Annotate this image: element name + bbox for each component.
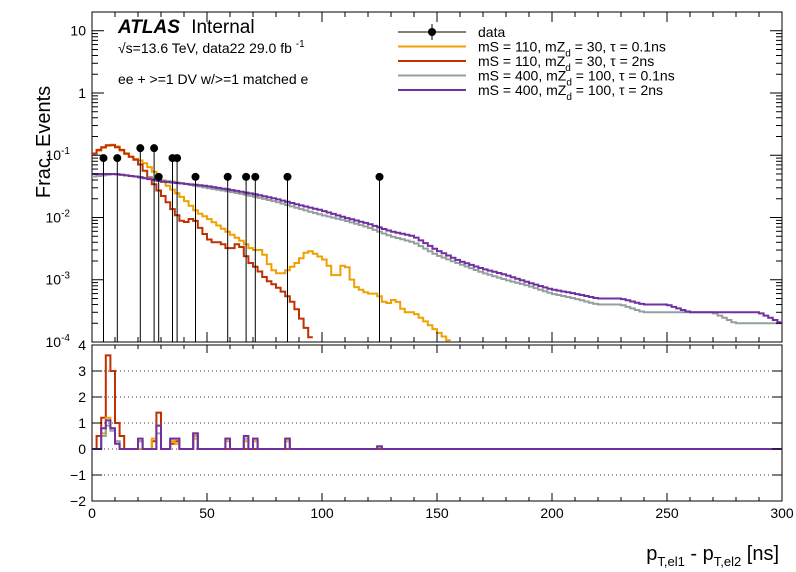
data-point (99, 154, 108, 163)
energy-label-sup: -1 (296, 39, 305, 50)
legend-entry-2: mS = 400, mZd = 100, τ = 0.1ns (398, 68, 675, 89)
data-point (173, 154, 182, 163)
energy-label: √s=13.6 TeV, data22 29.0 fb (118, 40, 292, 56)
y-tick-label-base: 10 (46, 334, 62, 350)
y-tick-label: 10-3 (46, 271, 71, 288)
y-tick-label-exp: -1 (61, 146, 70, 157)
y-tick-label-base: 10 (46, 272, 62, 288)
x-axis-title: pT,el1 - pT,el2 [ns] (646, 543, 779, 569)
legend-label-2: mS = 400, mZd = 100, τ = 0.1ns (478, 68, 675, 89)
legend-label-sub: d (566, 92, 572, 103)
series-line-2 (92, 173, 782, 325)
series-line-3 (92, 173, 782, 324)
y-tick-label-exp: -4 (61, 333, 70, 344)
x-tick-label: 50 (199, 505, 215, 521)
ratio-gridlines (92, 370, 782, 476)
y-axis-title: Frac. Events (33, 86, 55, 198)
legend-label-text: mS = 400, mZ (478, 68, 567, 84)
ratio-series-group (92, 354, 782, 450)
svg-text:√s=13.6 TeV, data22 29.0 fb: √s=13.6 TeV, data22 29.0 fb -1 (118, 39, 305, 56)
x-tick-label: 0 (88, 505, 96, 521)
y-tick-label-base: 10 (46, 209, 62, 225)
legend-entry-0: mS = 110, mZd = 30, τ = 0.1ns (398, 39, 666, 60)
ratio-series-line-2 (92, 424, 782, 450)
ratio-y-tick-label: 2 (78, 389, 86, 405)
atlas-label: ATLAS (117, 17, 180, 38)
data-points-group (99, 144, 384, 342)
x-tick-label: 100 (310, 505, 334, 521)
y-tick-label-exp: -3 (61, 271, 70, 282)
legend-label-text: = 100, τ = 2ns (572, 82, 663, 98)
legend-label-text: = 100, τ = 0.1ns (572, 68, 675, 84)
series-line-1 (92, 144, 313, 339)
legend-label-text: mS = 110, mZ (478, 39, 566, 55)
ratio-y-tick-label: −2 (70, 493, 86, 509)
data-point (242, 172, 251, 181)
ratio-y-tick-label: 4 (78, 337, 86, 353)
legend-entry-data: data (398, 24, 505, 40)
svg-text:ATLAS Internal: ATLAS Internal (117, 17, 255, 38)
selection-label: ee + >=1 DV w/>=1 matched e (118, 71, 309, 87)
ratio-series-line-3 (92, 419, 782, 450)
x-tick-label: 200 (540, 505, 564, 521)
data-point (375, 172, 384, 181)
data-point (283, 172, 292, 181)
series-line-0 (92, 143, 451, 342)
legend-label-3: mS = 400, mZd = 100, τ = 2ns (478, 82, 663, 103)
y-tick-label: 1 (78, 85, 86, 101)
legend-entry-3: mS = 400, mZd = 100, τ = 2ns (398, 82, 663, 103)
legend-label-text: mS = 110, mZ (478, 53, 566, 69)
x-axis-title-mid: - p (685, 543, 714, 565)
data-point (136, 144, 145, 153)
y-tick-label: 10-1 (46, 146, 71, 163)
atlas-status-label: Internal (191, 17, 254, 38)
x-tick-label: 300 (770, 505, 794, 521)
y-tick-label: 10-2 (46, 208, 71, 225)
x-axis-title-sub1: T,el1 (657, 554, 684, 569)
legend-entry-1: mS = 110, mZd = 30, τ = 2ns (398, 53, 654, 74)
legend-label-1: mS = 110, mZd = 30, τ = 2ns (478, 53, 654, 74)
y-tick-label: 10 (70, 23, 86, 39)
data-point (251, 172, 260, 181)
data-point (191, 172, 200, 181)
legend-label-data: data (478, 24, 505, 40)
ratio-series-line-0 (92, 354, 782, 450)
x-tick-label: 150 (425, 505, 449, 521)
ratio-y-tick-label: 3 (78, 363, 86, 379)
data-point (113, 154, 122, 163)
data-point (154, 172, 163, 181)
x-axis-title-main: p (646, 543, 657, 565)
legend-label-text: = 30, τ = 0.1ns (571, 39, 666, 55)
top-series-group (92, 143, 782, 342)
ratio-y-tick-label: 0 (78, 441, 86, 457)
x-axis-title-sub2: T,el2 (714, 554, 741, 569)
legend-label-0: mS = 110, mZd = 30, τ = 0.1ns (478, 39, 666, 60)
ratio-y-tick-label: −1 (70, 467, 86, 483)
legend-label-text: mS = 400, mZ (478, 82, 567, 98)
data-point (223, 172, 232, 181)
y-tick-label-exp: -2 (61, 208, 70, 219)
legend-label-sub: d (565, 49, 571, 60)
ratio-y-tick-label: 1 (78, 415, 86, 431)
legend-marker-point (428, 28, 436, 36)
legend-label-text: = 30, τ = 2ns (571, 53, 654, 69)
y-tick-label-base: 10 (46, 147, 62, 163)
y-tick-label: 10-4 (46, 333, 71, 350)
axis-ticks: 0 50 100 150 200 250 30010-410-310-210-1110−2−… (46, 11, 794, 521)
legend-label-sub: d (566, 78, 572, 89)
legend-label-sub: d (565, 63, 571, 74)
data-point (150, 144, 159, 153)
x-tick-label: 250 (655, 505, 679, 521)
x-axis-title-unit: [ns] (741, 543, 779, 565)
